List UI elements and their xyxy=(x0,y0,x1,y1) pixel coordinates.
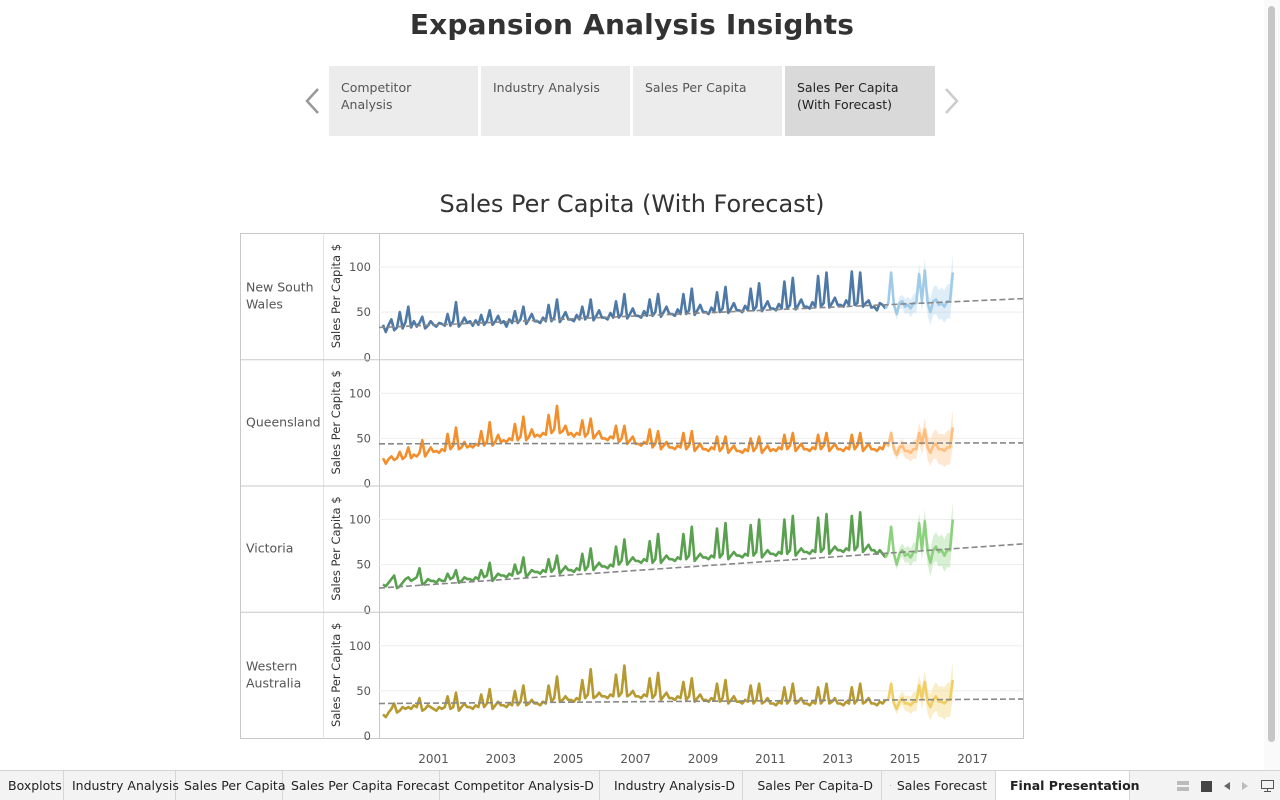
y-axis-title: Sales Per Capita $ xyxy=(329,244,343,348)
triangle-right-icon xyxy=(1242,782,1248,790)
story-point-label: Industry Analysis xyxy=(493,80,600,95)
tab-sales-per-capita-forecast[interactable]: Sales Per Capita Forecast xyxy=(283,771,449,800)
scroll-tabs-right-button[interactable] xyxy=(1238,779,1252,793)
tab-label: Sales Per Capita xyxy=(184,778,286,793)
scroll-tabs-left-button[interactable] xyxy=(1220,779,1234,793)
story-point-competitor-analysis[interactable]: Competitor Analysis xyxy=(329,66,478,136)
x-tick-label: 2007 xyxy=(620,752,651,766)
actual-series-line xyxy=(382,664,887,719)
y-axis-title: Sales Per Capita $ xyxy=(329,623,343,727)
y-tick-label: 50 xyxy=(356,305,371,319)
tab-label: Industry Analysis xyxy=(72,778,179,793)
show-filmstrip-button[interactable] xyxy=(1176,779,1190,793)
forecast-series-line xyxy=(885,679,955,711)
row-label: Queensland xyxy=(246,414,321,429)
x-tick-label: 2011 xyxy=(755,752,786,766)
x-tick-label: 2009 xyxy=(688,752,719,766)
y-tick-label: 0 xyxy=(364,603,371,617)
tab-label: Sales Per Capita Forecast xyxy=(291,778,450,793)
story-point-sales-per-capita[interactable]: Sales Per Capita xyxy=(633,66,782,136)
actual-series-line xyxy=(382,510,887,590)
y-tick-label: 100 xyxy=(349,513,371,527)
x-tick-label: 2001 xyxy=(418,752,449,766)
tab-label: Sales Forecast xyxy=(896,778,987,793)
panel-queensland: Queensland Sales Per Capita $ 0 50 100 xyxy=(240,359,1024,491)
story-point-label: Sales Per Capita xyxy=(645,80,747,95)
story-point-label: Competitor Analysis xyxy=(341,80,412,112)
y-tick-label: 50 xyxy=(356,684,371,698)
tab-label: Industry Analysis-D xyxy=(614,778,736,793)
tab-sales-per-capita-d[interactable]: Sales Per Capita-D xyxy=(743,771,882,800)
tab-boxplots[interactable]: Boxplots xyxy=(0,771,64,800)
y-tick-label: 0 xyxy=(364,350,371,364)
x-tick-label: 2015 xyxy=(890,752,921,766)
vertical-scrollbar[interactable] xyxy=(1264,0,1280,770)
triangle-left-icon xyxy=(1224,782,1230,790)
chevron-right-icon xyxy=(945,88,959,114)
row-label: New South Wales xyxy=(246,280,314,312)
x-tick-label: 2003 xyxy=(486,752,517,766)
scrollbar-thumb[interactable] xyxy=(1268,6,1275,742)
y-tick-label: 100 xyxy=(349,386,371,400)
x-tick-label: 2005 xyxy=(553,752,584,766)
x-tick-label: 2017 xyxy=(957,752,988,766)
presentation-icon xyxy=(1260,780,1274,792)
actual-series-line xyxy=(381,270,887,334)
tab-industry-analysis[interactable]: Industry Analysis xyxy=(64,771,179,800)
sales-per-capita-chart: New South Wales Sales Per Capita $050100Qu… xyxy=(240,233,1024,766)
tab-label: Competitor Analysis-D xyxy=(454,778,594,793)
dashboard-icon xyxy=(890,785,891,786)
x-tick-label: 2013 xyxy=(822,752,853,766)
tab-label: Boxplots xyxy=(8,778,62,793)
panel-victoria: Victoria Sales Per Capita $ 0 50 100 xyxy=(240,485,1024,617)
trend-line xyxy=(378,442,1024,445)
show-tabs-button[interactable] xyxy=(1199,779,1213,793)
tab-sales-per-capita[interactable]: Sales Per Capita xyxy=(176,771,286,800)
y-axis-title: Sales Per Capita $ xyxy=(329,496,343,600)
y-tick-label: 100 xyxy=(349,639,371,653)
next-story-point-button[interactable] xyxy=(940,84,964,118)
forecast-series-line xyxy=(884,427,955,456)
tabs-icon xyxy=(1200,780,1212,792)
y-tick-label: 0 xyxy=(364,729,371,743)
story-point-label: Sales Per Capita (With Forecast) xyxy=(797,80,899,112)
chevron-left-icon xyxy=(305,88,319,114)
tab-sales-forecast[interactable]: Sales Forecast xyxy=(882,771,996,800)
row-label: Victoria xyxy=(246,541,293,556)
actual-series-line xyxy=(381,404,887,465)
tab-competitor-analysis-d[interactable]: Competitor Analysis-D xyxy=(440,771,600,800)
y-tick-label: 50 xyxy=(356,558,371,572)
tab-industry-analysis-d[interactable]: Industry Analysis-D xyxy=(600,771,743,800)
y-tick-label: 100 xyxy=(349,260,371,274)
row-label: Western Australia xyxy=(246,658,301,690)
chart-title: Sales Per Capita (With Forecast) xyxy=(439,190,825,218)
tab-final-presentation[interactable]: Final Presentation xyxy=(996,771,1140,800)
y-tick-label: 0 xyxy=(364,477,371,491)
presentation-mode-button[interactable] xyxy=(1260,779,1274,793)
tab-label: Sales Per Capita-D xyxy=(757,778,873,793)
panel-new-south-wales: New South Wales Sales Per Capita $ 0 50 100 xyxy=(246,244,1023,364)
filmstrip-icon xyxy=(1177,781,1189,791)
prev-story-point-button[interactable] xyxy=(300,84,324,118)
y-axis-title: Sales Per Capita $ xyxy=(329,370,343,474)
trend-line xyxy=(378,698,1024,705)
forecast-series-line xyxy=(884,269,955,316)
y-tick-label: 50 xyxy=(356,431,371,445)
panel-western-australia: Western Australia Sales Per Capita $ 0 50 100 xyxy=(240,611,1024,743)
story-title: Expansion Analysis Insights xyxy=(409,8,855,41)
story-point-sales-per-capita-forecast[interactable]: Sales Per Capita (With Forecast) xyxy=(785,66,935,136)
sheet-tab-bar: Boxplots Industry Analysis Sales Per Cap… xyxy=(0,770,1280,800)
tab-label: Final Presentation xyxy=(1010,778,1140,793)
story-point-industry-analysis[interactable]: Industry Analysis xyxy=(481,66,630,136)
